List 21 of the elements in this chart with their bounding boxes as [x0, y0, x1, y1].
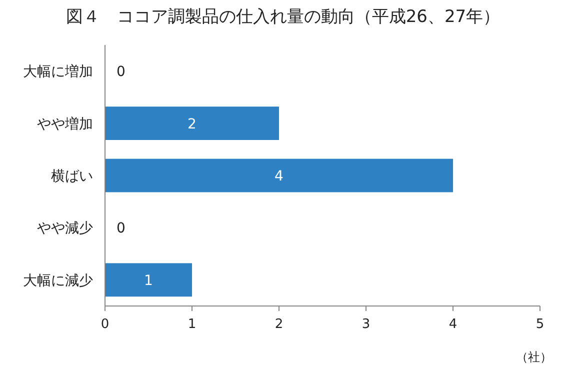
bar — [105, 263, 192, 297]
x-tick-label: 4 — [448, 317, 458, 332]
y-tick-label: 大幅に増加 — [23, 63, 93, 80]
y-tick-label: やや増加 — [37, 115, 93, 132]
y-tick-label: やや減少 — [37, 220, 93, 237]
data-label: 2 — [188, 116, 196, 132]
y-tick-label: 大幅に減少 — [23, 272, 93, 289]
data-label: 0 — [116, 220, 126, 237]
x-tick-label: 5 — [536, 317, 544, 332]
data-label: 1 — [144, 272, 153, 289]
x-tick-label: 3 — [362, 317, 370, 332]
x-tick-label: 0 — [100, 317, 110, 332]
data-label: 0 — [116, 64, 126, 80]
bar — [105, 158, 453, 192]
x-axis-title: （社） — [516, 350, 552, 364]
data-label: 4 — [274, 168, 284, 184]
chart-title: 図４ ココア調製品の仕入れ量の動向（平成26、27年） — [66, 7, 500, 27]
y-tick-label: 横ばい — [51, 168, 93, 184]
x-tick-label: 2 — [274, 317, 284, 332]
x-tick-label: 1 — [188, 317, 196, 332]
bar — [105, 106, 279, 140]
